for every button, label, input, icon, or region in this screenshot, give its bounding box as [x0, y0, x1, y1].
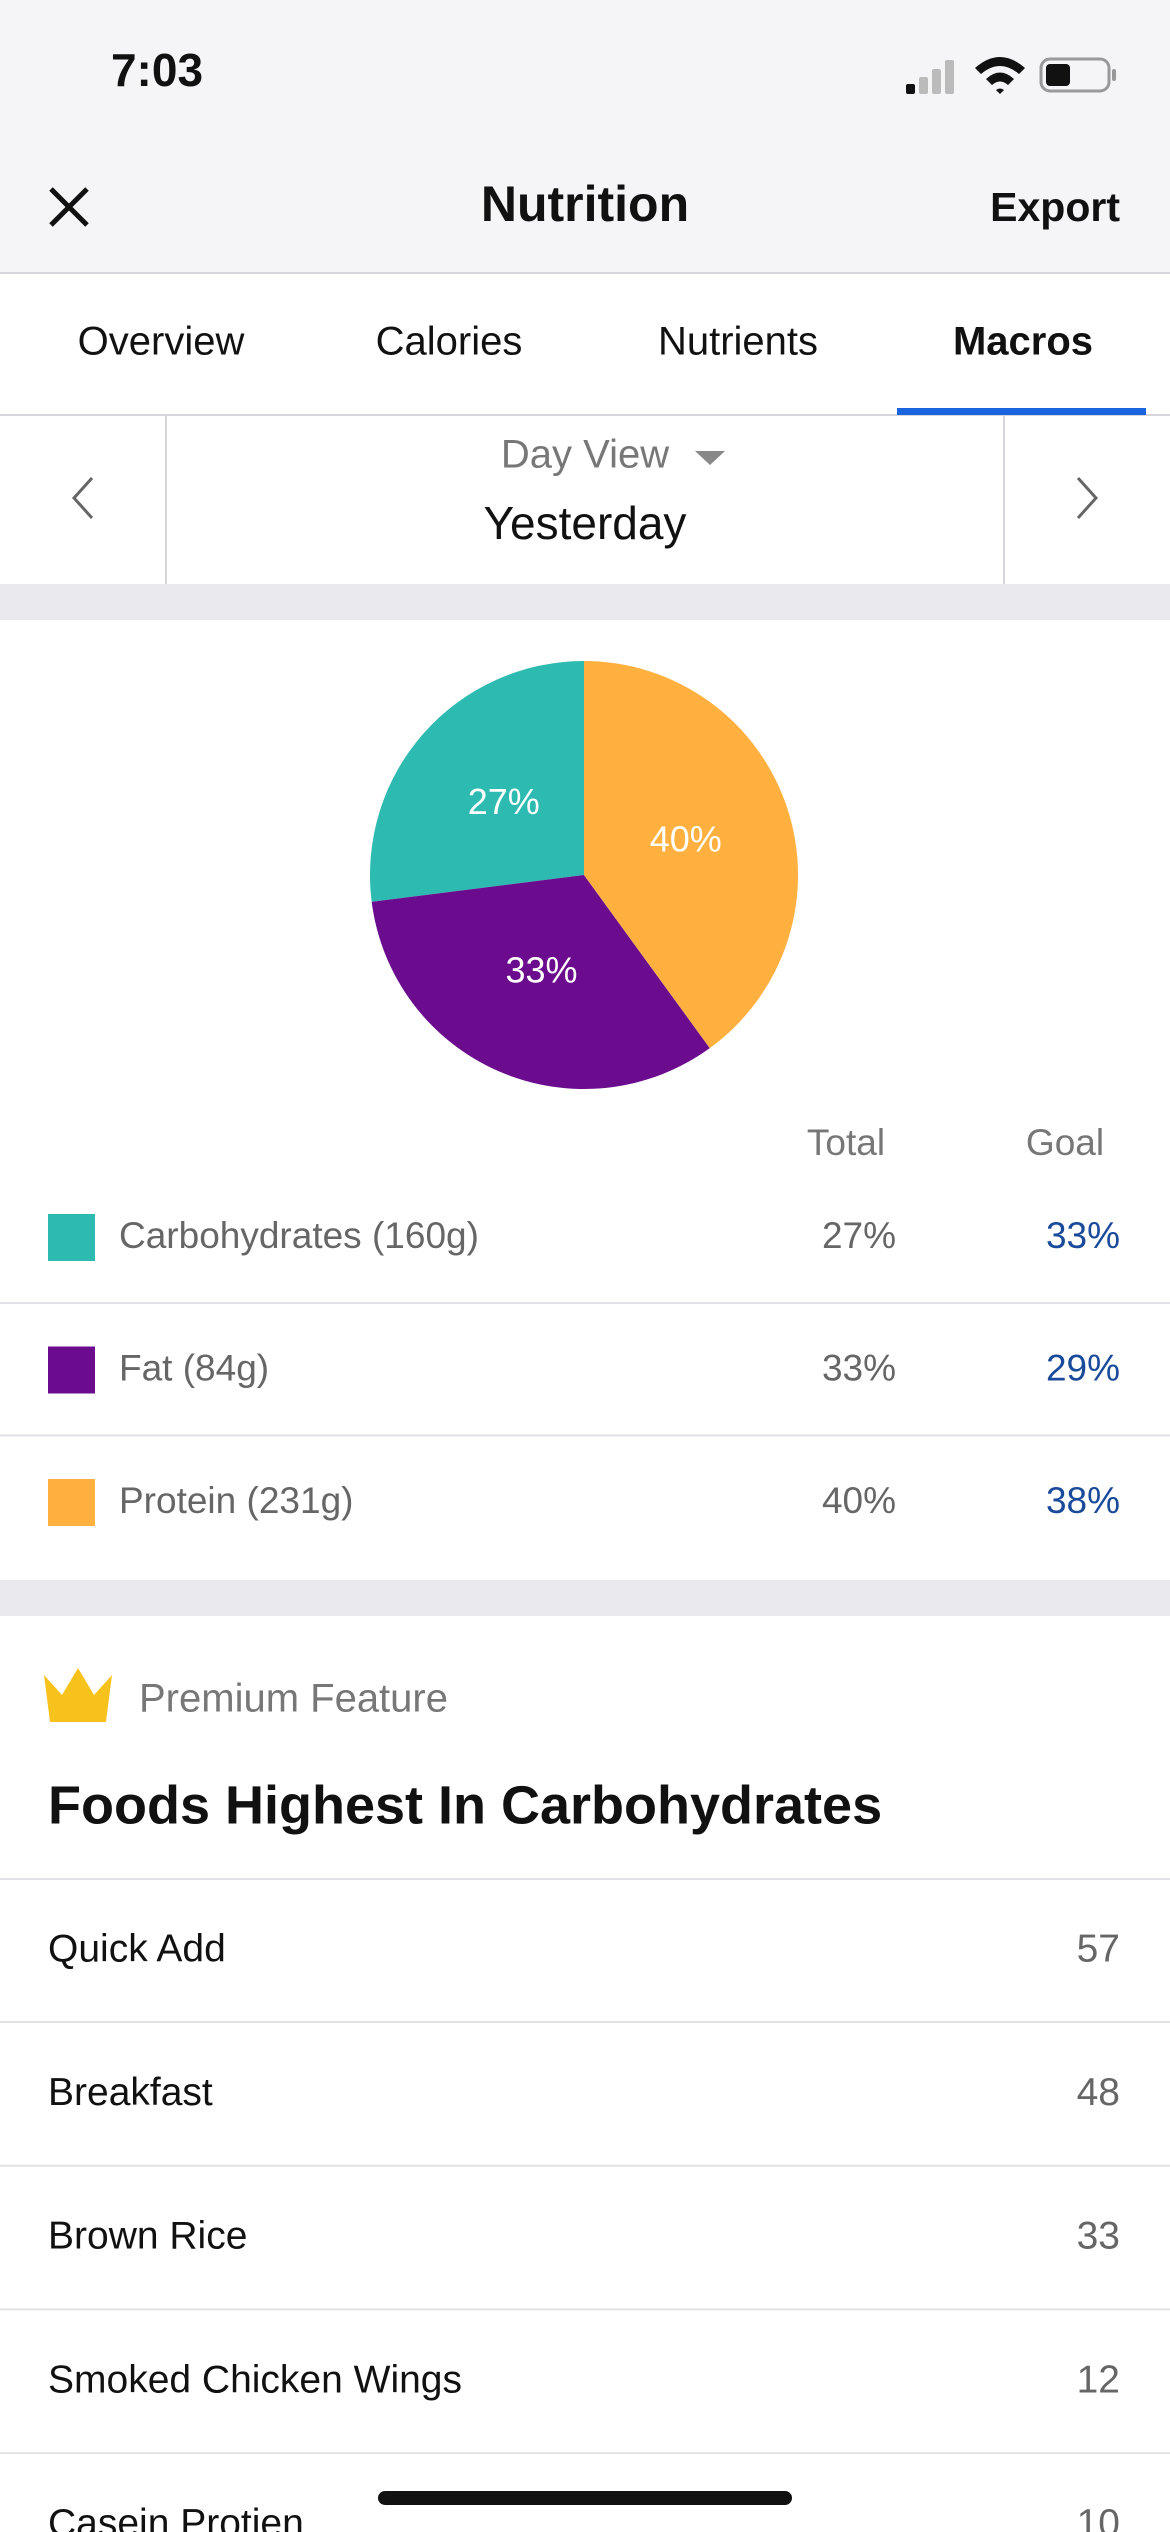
column-header: Goal: [1026, 1122, 1104, 1163]
food-name: Quick Add: [48, 1927, 226, 1970]
home-indicator: [378, 2491, 792, 2505]
macro-total: 40%: [822, 1480, 896, 1521]
close-icon: [49, 187, 89, 227]
section-gap: [0, 1580, 1170, 1616]
prev-day-button[interactable]: [71, 476, 94, 520]
signal-bar: [906, 84, 915, 94]
signal-bar: [919, 77, 928, 94]
section-title: Foods Highest In Carbohydrates: [48, 1775, 882, 1835]
macro-name: Carbohydrates (160g): [119, 1215, 479, 1256]
tab[interactable]: Macros: [953, 320, 1093, 364]
wifi-icon: [975, 57, 1025, 94]
legend-swatch: [48, 1479, 95, 1526]
battery: [1039, 57, 1111, 93]
macro-total: 33%: [822, 1347, 896, 1388]
pie-slice: [371, 875, 710, 1089]
active-tab-indicator: [897, 408, 1146, 415]
tab[interactable]: Calories: [376, 320, 523, 364]
header-bg: [0, 0, 1170, 273]
legend-swatch: [48, 1346, 95, 1394]
food-name: Casein Protien: [48, 2502, 304, 2532]
macro-name: Protein (231g): [119, 1480, 353, 1521]
status-time: 7:03: [111, 44, 203, 96]
macro-goal: 38%: [1046, 1480, 1120, 1521]
signal-bar: [945, 60, 954, 94]
food-name: Breakfast: [48, 2071, 213, 2114]
dropdown-icon: [695, 451, 725, 465]
pie-slice: [370, 661, 584, 902]
status-icons: [906, 57, 1116, 94]
signal-bar: [932, 69, 941, 94]
food-name: Brown Rice: [48, 2215, 247, 2258]
tab[interactable]: Overview: [78, 320, 245, 364]
premium-badge: Premium Feature: [139, 1677, 448, 1721]
legend-swatch: [48, 1214, 95, 1261]
next-day-button[interactable]: [1076, 476, 1099, 520]
nav-title: Nutrition: [481, 176, 689, 232]
export-button[interactable]: Export: [990, 184, 1120, 230]
food-row[interactable]: [0, 2023, 1170, 2166]
column-header: Total: [807, 1122, 885, 1163]
section-gap: [0, 584, 1170, 620]
macro-goal: 33%: [1046, 1215, 1120, 1256]
food-value: 33: [1077, 2215, 1120, 2258]
macro-goal: 29%: [1046, 1347, 1120, 1388]
macro-name: Fat (84g): [119, 1347, 269, 1388]
pie-label: 27%: [468, 781, 540, 822]
battery-tip: [1112, 69, 1116, 81]
pie-label: 33%: [505, 950, 577, 991]
tab[interactable]: Nutrients: [658, 320, 818, 364]
food-value: 48: [1077, 2071, 1120, 2114]
crown-icon: [44, 1668, 112, 1722]
food-name: Smoked Chicken Wings: [48, 2358, 462, 2401]
macro-total: 27%: [822, 1215, 896, 1256]
pie-label: 40%: [650, 818, 722, 859]
food-row[interactable]: [0, 2167, 1170, 2310]
food-value: 10: [1077, 2502, 1120, 2532]
date-label: Yesterday: [484, 497, 687, 549]
food-row[interactable]: [0, 2311, 1170, 2454]
food-row[interactable]: [0, 1880, 1170, 2022]
battery-level: [1046, 64, 1070, 86]
food-value: 57: [1077, 1927, 1120, 1970]
day-view-selector[interactable]: Day View: [501, 433, 669, 477]
food-value: 12: [1077, 2358, 1120, 2401]
close-button[interactable]: [49, 187, 89, 227]
pie-slice: [584, 660, 798, 1049]
